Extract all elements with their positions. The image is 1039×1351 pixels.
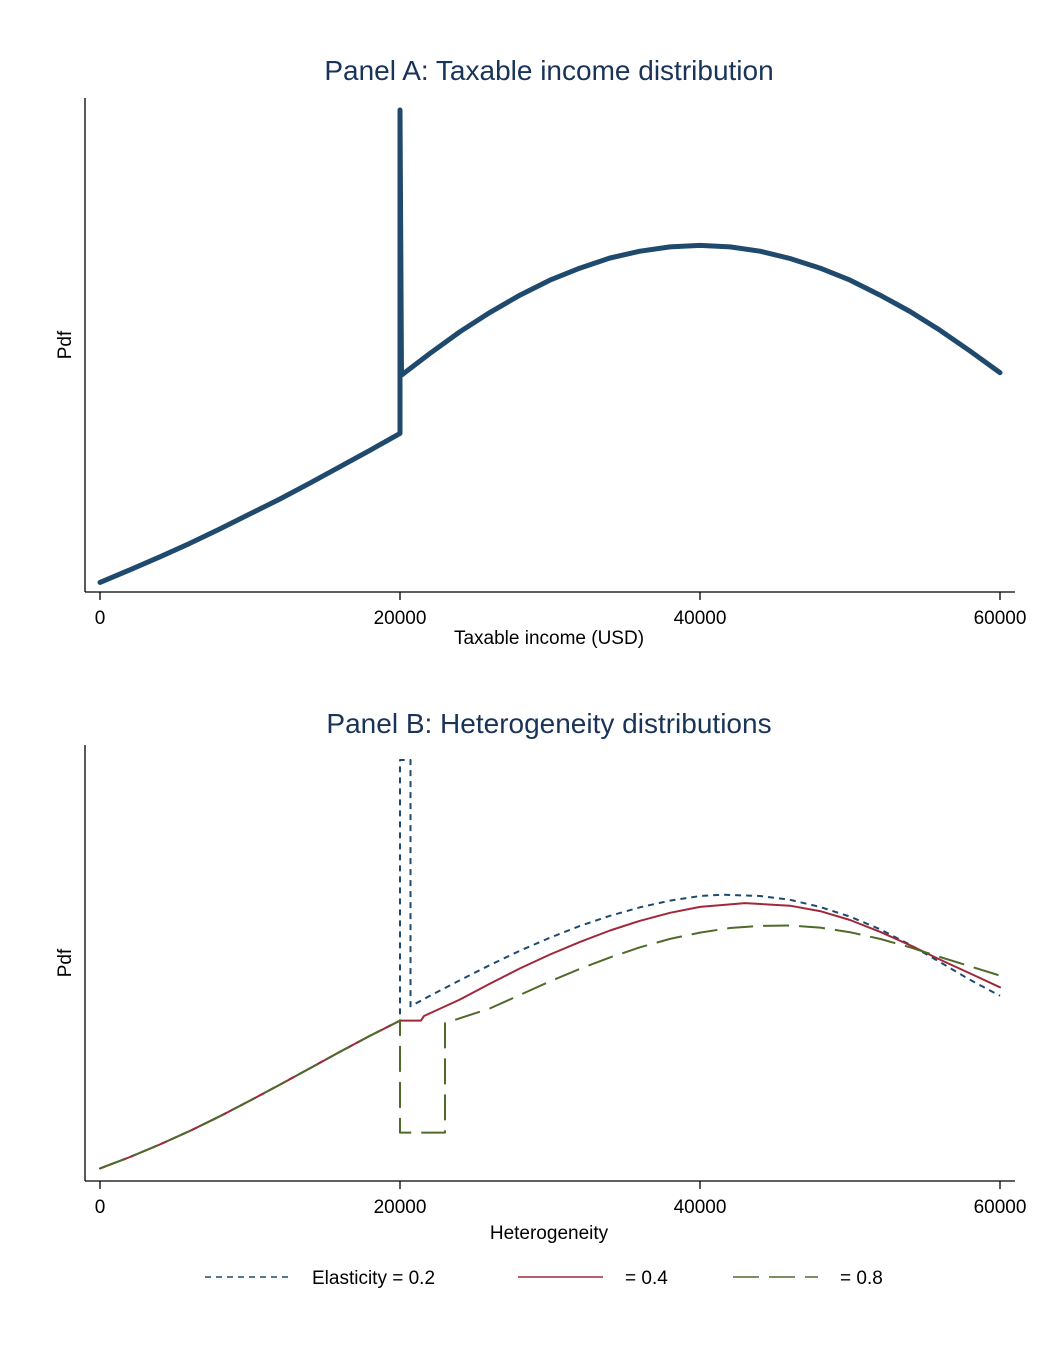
panel-b-series-3 [99, 924, 1001, 1170]
panel-a-title: Panel A: Taxable income distribution [324, 55, 773, 86]
panel-b-ticks: 0 20000 40000 60000 [95, 1181, 1027, 1218]
panel-b-x-axis-label: Heterogeneity [490, 1223, 609, 1244]
panel-b-x-tick-label-3: 60000 [974, 1197, 1027, 1218]
panel-a-ticks: 0 20000 40000 60000 [95, 592, 1027, 629]
panel-b-x-tick-label-2: 40000 [674, 1197, 727, 1218]
panel-b-lines [99, 759, 1001, 1170]
panel-a-y-axis-label: Pdf [55, 330, 76, 359]
legend-label-2: = 0.4 [625, 1268, 668, 1289]
legend: Elasticity = 0.2 = 0.4 = 0.8 [205, 1268, 883, 1289]
legend-item-1: Elasticity = 0.2 [205, 1268, 435, 1289]
panel-b-x-tick-label-1: 20000 [374, 1197, 427, 1218]
panel-a-x-tick-label-3: 60000 [974, 608, 1027, 629]
legend-item-3: = 0.8 [733, 1268, 883, 1289]
legend-label-3: = 0.8 [840, 1268, 883, 1289]
panel-a-series-1 [97, 107, 1003, 585]
panel-b-x-tick-label-0: 0 [95, 1197, 106, 1218]
panel-b: Panel B: Heterogeneity distributions Pdf… [55, 708, 1026, 1244]
panel-a-lines [97, 107, 1003, 585]
panel-a: Panel A: Taxable income distribution Pdf… [55, 55, 1026, 649]
panel-b-y-axis-label: Pdf [55, 948, 76, 977]
panel-a-x-axis-label: Taxable income (USD) [454, 628, 644, 649]
panel-a-x-tick-label-0: 0 [95, 608, 106, 629]
legend-label-1: Elasticity = 0.2 [312, 1268, 435, 1289]
panel-a-x-tick-label-2: 40000 [674, 608, 727, 629]
panel-b-title: Panel B: Heterogeneity distributions [326, 708, 771, 739]
panel-a-x-tick-label-1: 20000 [374, 608, 427, 629]
legend-item-2: = 0.4 [518, 1268, 668, 1289]
